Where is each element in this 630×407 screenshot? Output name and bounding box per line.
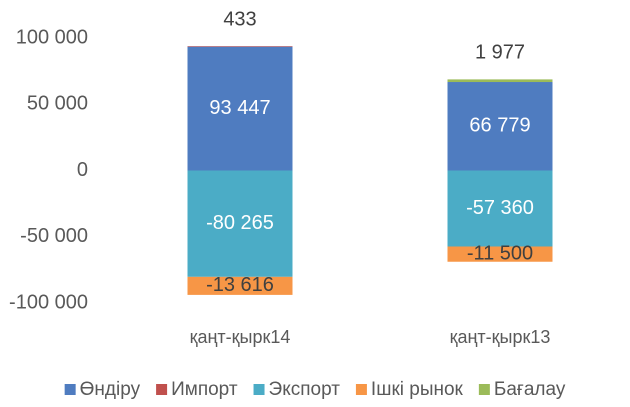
- data-label: -57 360: [466, 197, 534, 219]
- bar-segment: [447, 82, 553, 171]
- legend-swatch: [253, 384, 265, 395]
- y-tick-label: 0: [77, 159, 88, 181]
- data-label: 66 779: [469, 115, 530, 137]
- legend-swatch: [64, 384, 76, 395]
- data-label: -11 500: [467, 242, 533, 264]
- y-tick-label: -50 000: [20, 225, 88, 247]
- bar-segment: [447, 79, 553, 83]
- legend-label: Экспорт: [269, 379, 341, 400]
- y-tick-label: 100 000: [16, 26, 88, 48]
- y-tick-label: 50 000: [27, 93, 88, 115]
- legend-label: Бағалау: [494, 379, 566, 400]
- x-tick-label: қаңт-қырк13: [450, 327, 551, 347]
- data-label: 433: [223, 8, 256, 30]
- data-label: -80 265: [206, 212, 274, 234]
- bar-segment: [447, 170, 553, 247]
- legend-label: Өндіру: [80, 379, 141, 400]
- bar-segment: [447, 246, 553, 262]
- y-tick-label: -100 000: [9, 291, 88, 313]
- data-label: -13 616: [206, 274, 274, 296]
- legend-label: Ішкі рынок: [371, 379, 464, 400]
- bar-segment: [187, 276, 293, 295]
- bar-segment: [187, 170, 293, 277]
- bar-segment: [187, 46, 293, 171]
- legend-swatch: [355, 384, 367, 395]
- legend-label: Импорт: [171, 379, 238, 400]
- legend-swatch: [156, 384, 168, 395]
- data-label: 93 447: [209, 97, 270, 119]
- x-tick-label: қаңт-қырк14: [190, 327, 291, 347]
- data-label: 1 977: [475, 42, 525, 64]
- legend-swatch: [478, 384, 490, 395]
- bar-segment: [187, 46, 293, 47]
